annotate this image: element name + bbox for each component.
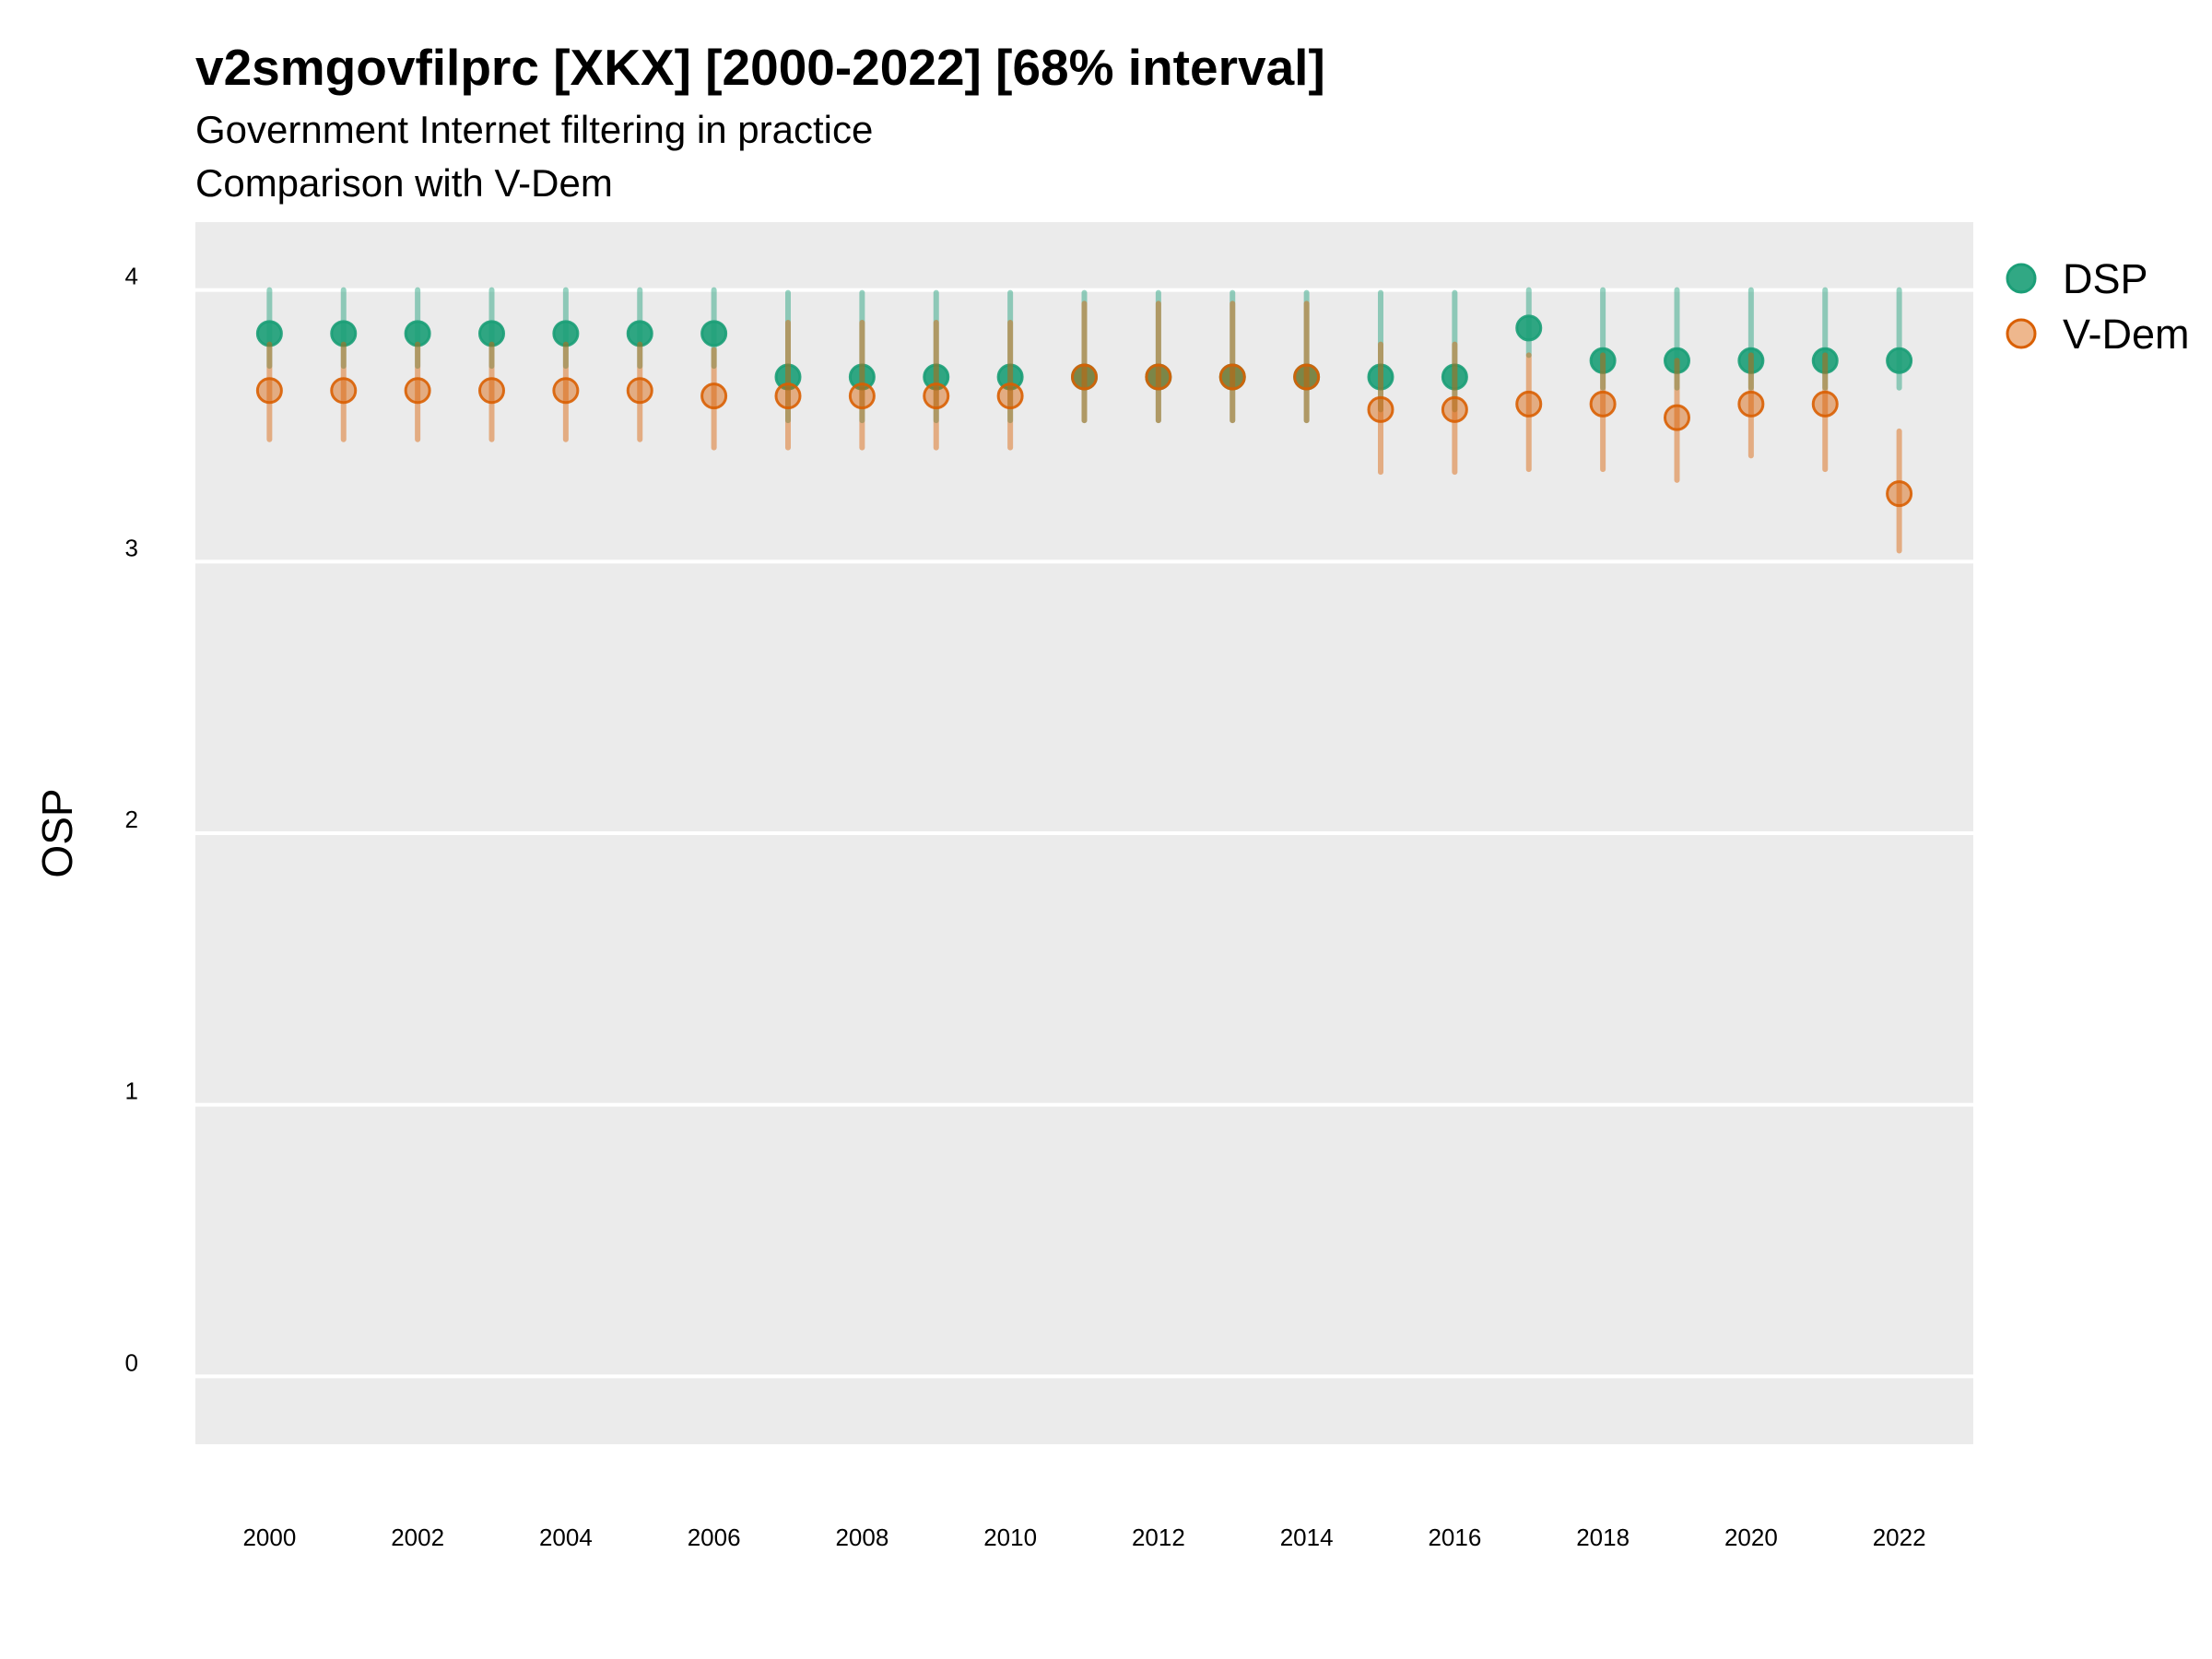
data-point [1737,390,1765,418]
y-tick-label: 1 [125,1077,138,1105]
data-point [1218,363,1246,391]
data-point [1737,347,1765,374]
x-tick-label: 2018 [1576,1524,1630,1551]
chart-subtitle-line-1: Government Internet filtering in practic… [195,108,873,151]
data-point [996,382,1024,410]
data-point [478,377,505,405]
y-tick-label: 3 [125,534,138,561]
x-tick-label: 2006 [688,1524,741,1551]
legend: DSP V-Dem [2006,255,2190,358]
y-tick-label: 0 [125,1348,138,1376]
x-tick-label: 2002 [391,1524,444,1551]
legend-marker-dsp [2006,263,2037,294]
legend-marker-vdem [2006,318,2037,349]
x-axis-ticks: 2000 2002 2004 2006 2008 2010 2012 2014 2016 2018… [242,1524,1925,1551]
data-point [478,320,505,347]
x-tick-label: 2010 [983,1524,1037,1551]
data-point [1367,395,1394,423]
data-point [552,320,580,347]
data-point [255,377,283,405]
y-tick-label: 4 [125,263,138,290]
data-point [626,377,653,405]
data-point [1515,390,1543,418]
data-point [1589,390,1617,418]
y-axis-label: OSP [33,788,81,877]
chart-title: v2smgovfilprc [XKX] [2000-2022] [68% int… [195,39,1325,96]
data-point [1441,363,1468,391]
data-point [1145,363,1172,391]
y-axis-ticks: 0 1 2 3 4 [125,263,138,1377]
chart-subtitle-line-2: Comparison with V-Dem [195,161,613,205]
data-point [1441,395,1468,423]
data-point [1367,363,1394,391]
data-point [1886,347,1913,374]
data-point [552,377,580,405]
x-tick-label: 2014 [1280,1524,1334,1551]
data-point [700,382,728,410]
data-point [923,363,950,391]
data-point [1811,390,1839,418]
data-point [1293,363,1321,391]
data-point [1886,480,1913,508]
data-point [848,382,876,410]
data-point [774,363,802,391]
data-point [996,363,1024,391]
series-v-dem [255,300,1913,554]
x-tick-label: 2000 [242,1524,296,1551]
data-point [626,320,653,347]
x-tick-label: 2022 [1873,1524,1926,1551]
legend-label-vdem: V-Dem [2063,311,2190,358]
data-point [404,320,431,347]
data-point [1589,347,1617,374]
gridlines [195,288,1973,1379]
data-point [1071,363,1098,391]
x-tick-label: 2016 [1428,1524,1481,1551]
data-point [330,377,358,405]
data-point [1664,347,1690,374]
data-point [923,382,950,410]
legend-label-dsp: DSP [2063,255,2148,302]
x-tick-label: 2004 [539,1524,593,1551]
series-dsp [255,287,1913,424]
data-point [1811,347,1839,374]
y-tick-label: 2 [125,806,138,833]
x-tick-label: 2020 [1724,1524,1778,1551]
data-point [700,320,728,347]
x-tick-label: 2008 [835,1524,888,1551]
x-tick-label: 2012 [1132,1524,1185,1551]
data-point [404,377,431,405]
data-point [1515,314,1543,342]
series-layer [255,287,1913,554]
data-point [255,320,283,347]
data-point [774,382,802,410]
data-point [1664,404,1690,431]
data-point [330,320,358,347]
data-point [848,363,876,391]
